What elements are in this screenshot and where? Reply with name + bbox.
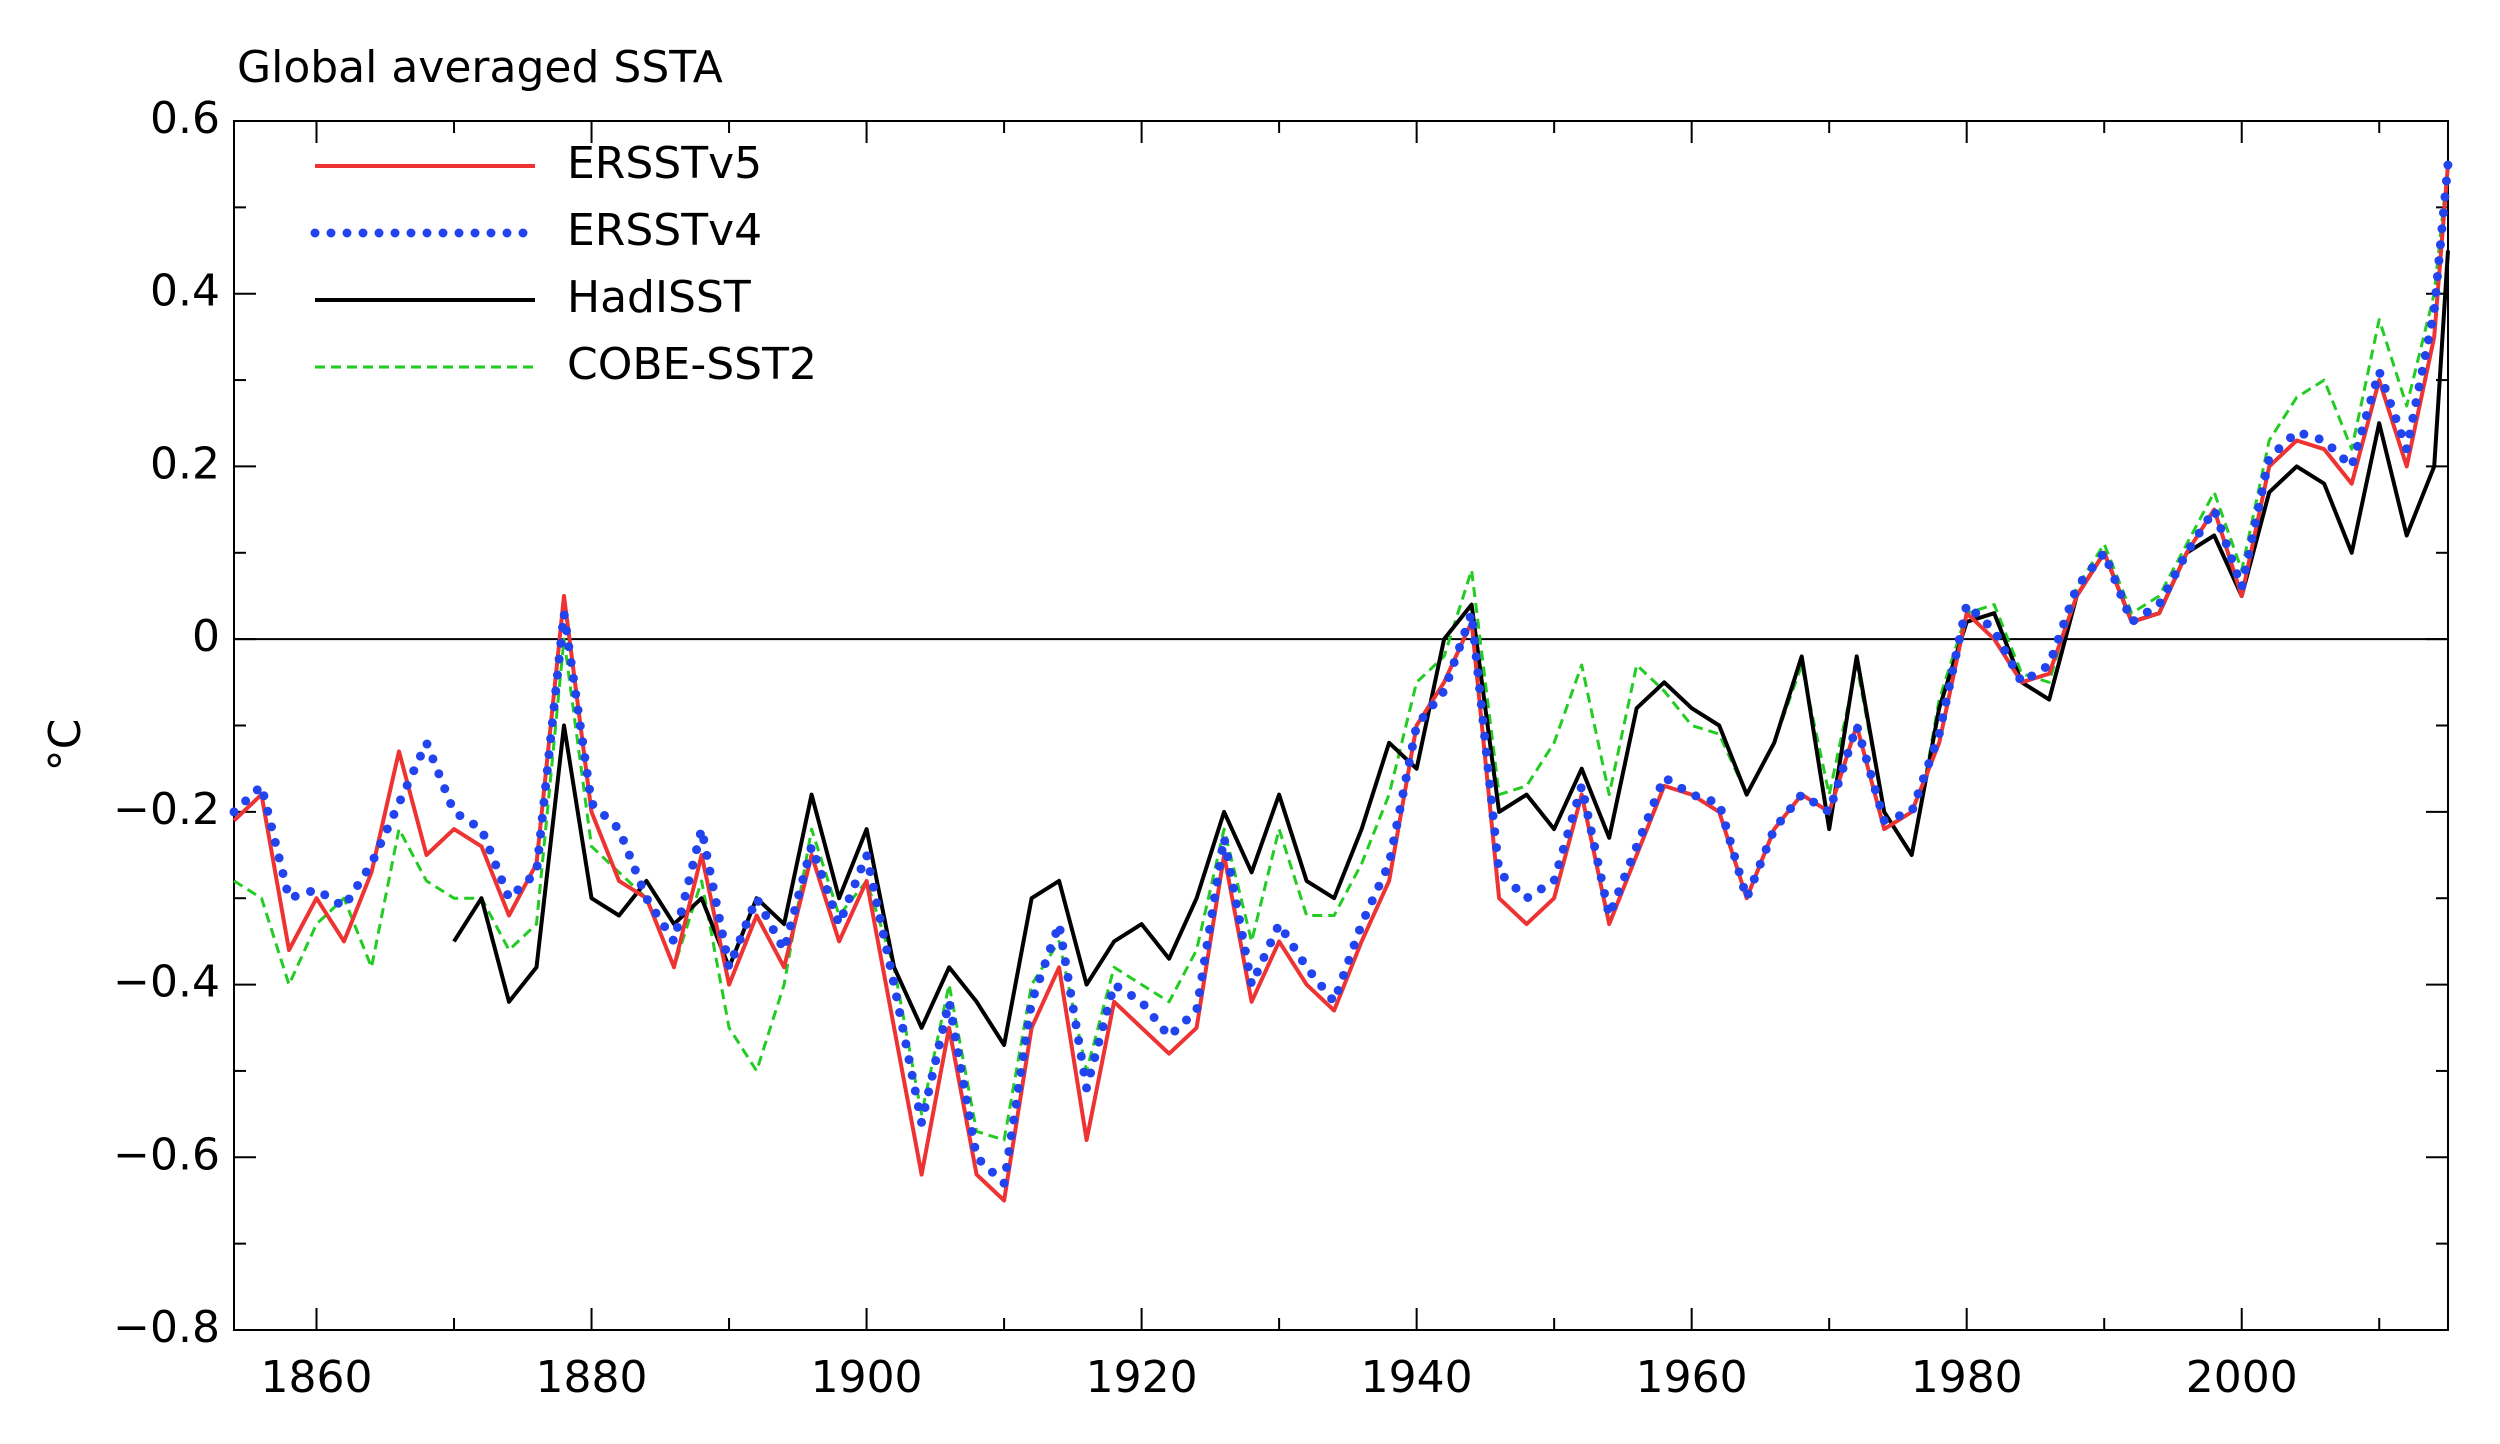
x-tick-label: 2000: [2186, 1352, 2298, 1403]
y-tick-label: −0.2: [113, 784, 220, 835]
chart-title: Global averaged SSTA: [237, 42, 723, 93]
x-tick-label: 1900: [811, 1352, 923, 1403]
legend-label: ERSSTv4: [567, 205, 762, 256]
y-tick-label: −0.4: [113, 957, 220, 1008]
y-tick-label: 0.4: [150, 266, 220, 317]
x-tick-label: 1960: [1636, 1352, 1748, 1403]
y-tick-label: 0.2: [150, 438, 220, 489]
x-tick-label: 1920: [1086, 1352, 1198, 1403]
legend-label: HadISST: [567, 272, 751, 323]
y-axis-label: °C: [40, 719, 91, 772]
series-line: [229, 159, 2453, 1188]
y-tick-label: 0.6: [150, 93, 220, 144]
y-tick-label: −0.8: [113, 1302, 220, 1353]
x-tick-label: 1880: [536, 1352, 648, 1403]
legend-label: COBE-SST2: [567, 339, 817, 390]
legend-label: ERSSTv5: [567, 138, 762, 189]
y-tick-label: −0.6: [113, 1129, 220, 1180]
x-tick-label: 1860: [261, 1352, 373, 1403]
y-tick-label: 0: [192, 611, 220, 662]
x-tick-label: 1980: [1911, 1352, 2023, 1403]
x-tick-label: 1940: [1361, 1352, 1473, 1403]
